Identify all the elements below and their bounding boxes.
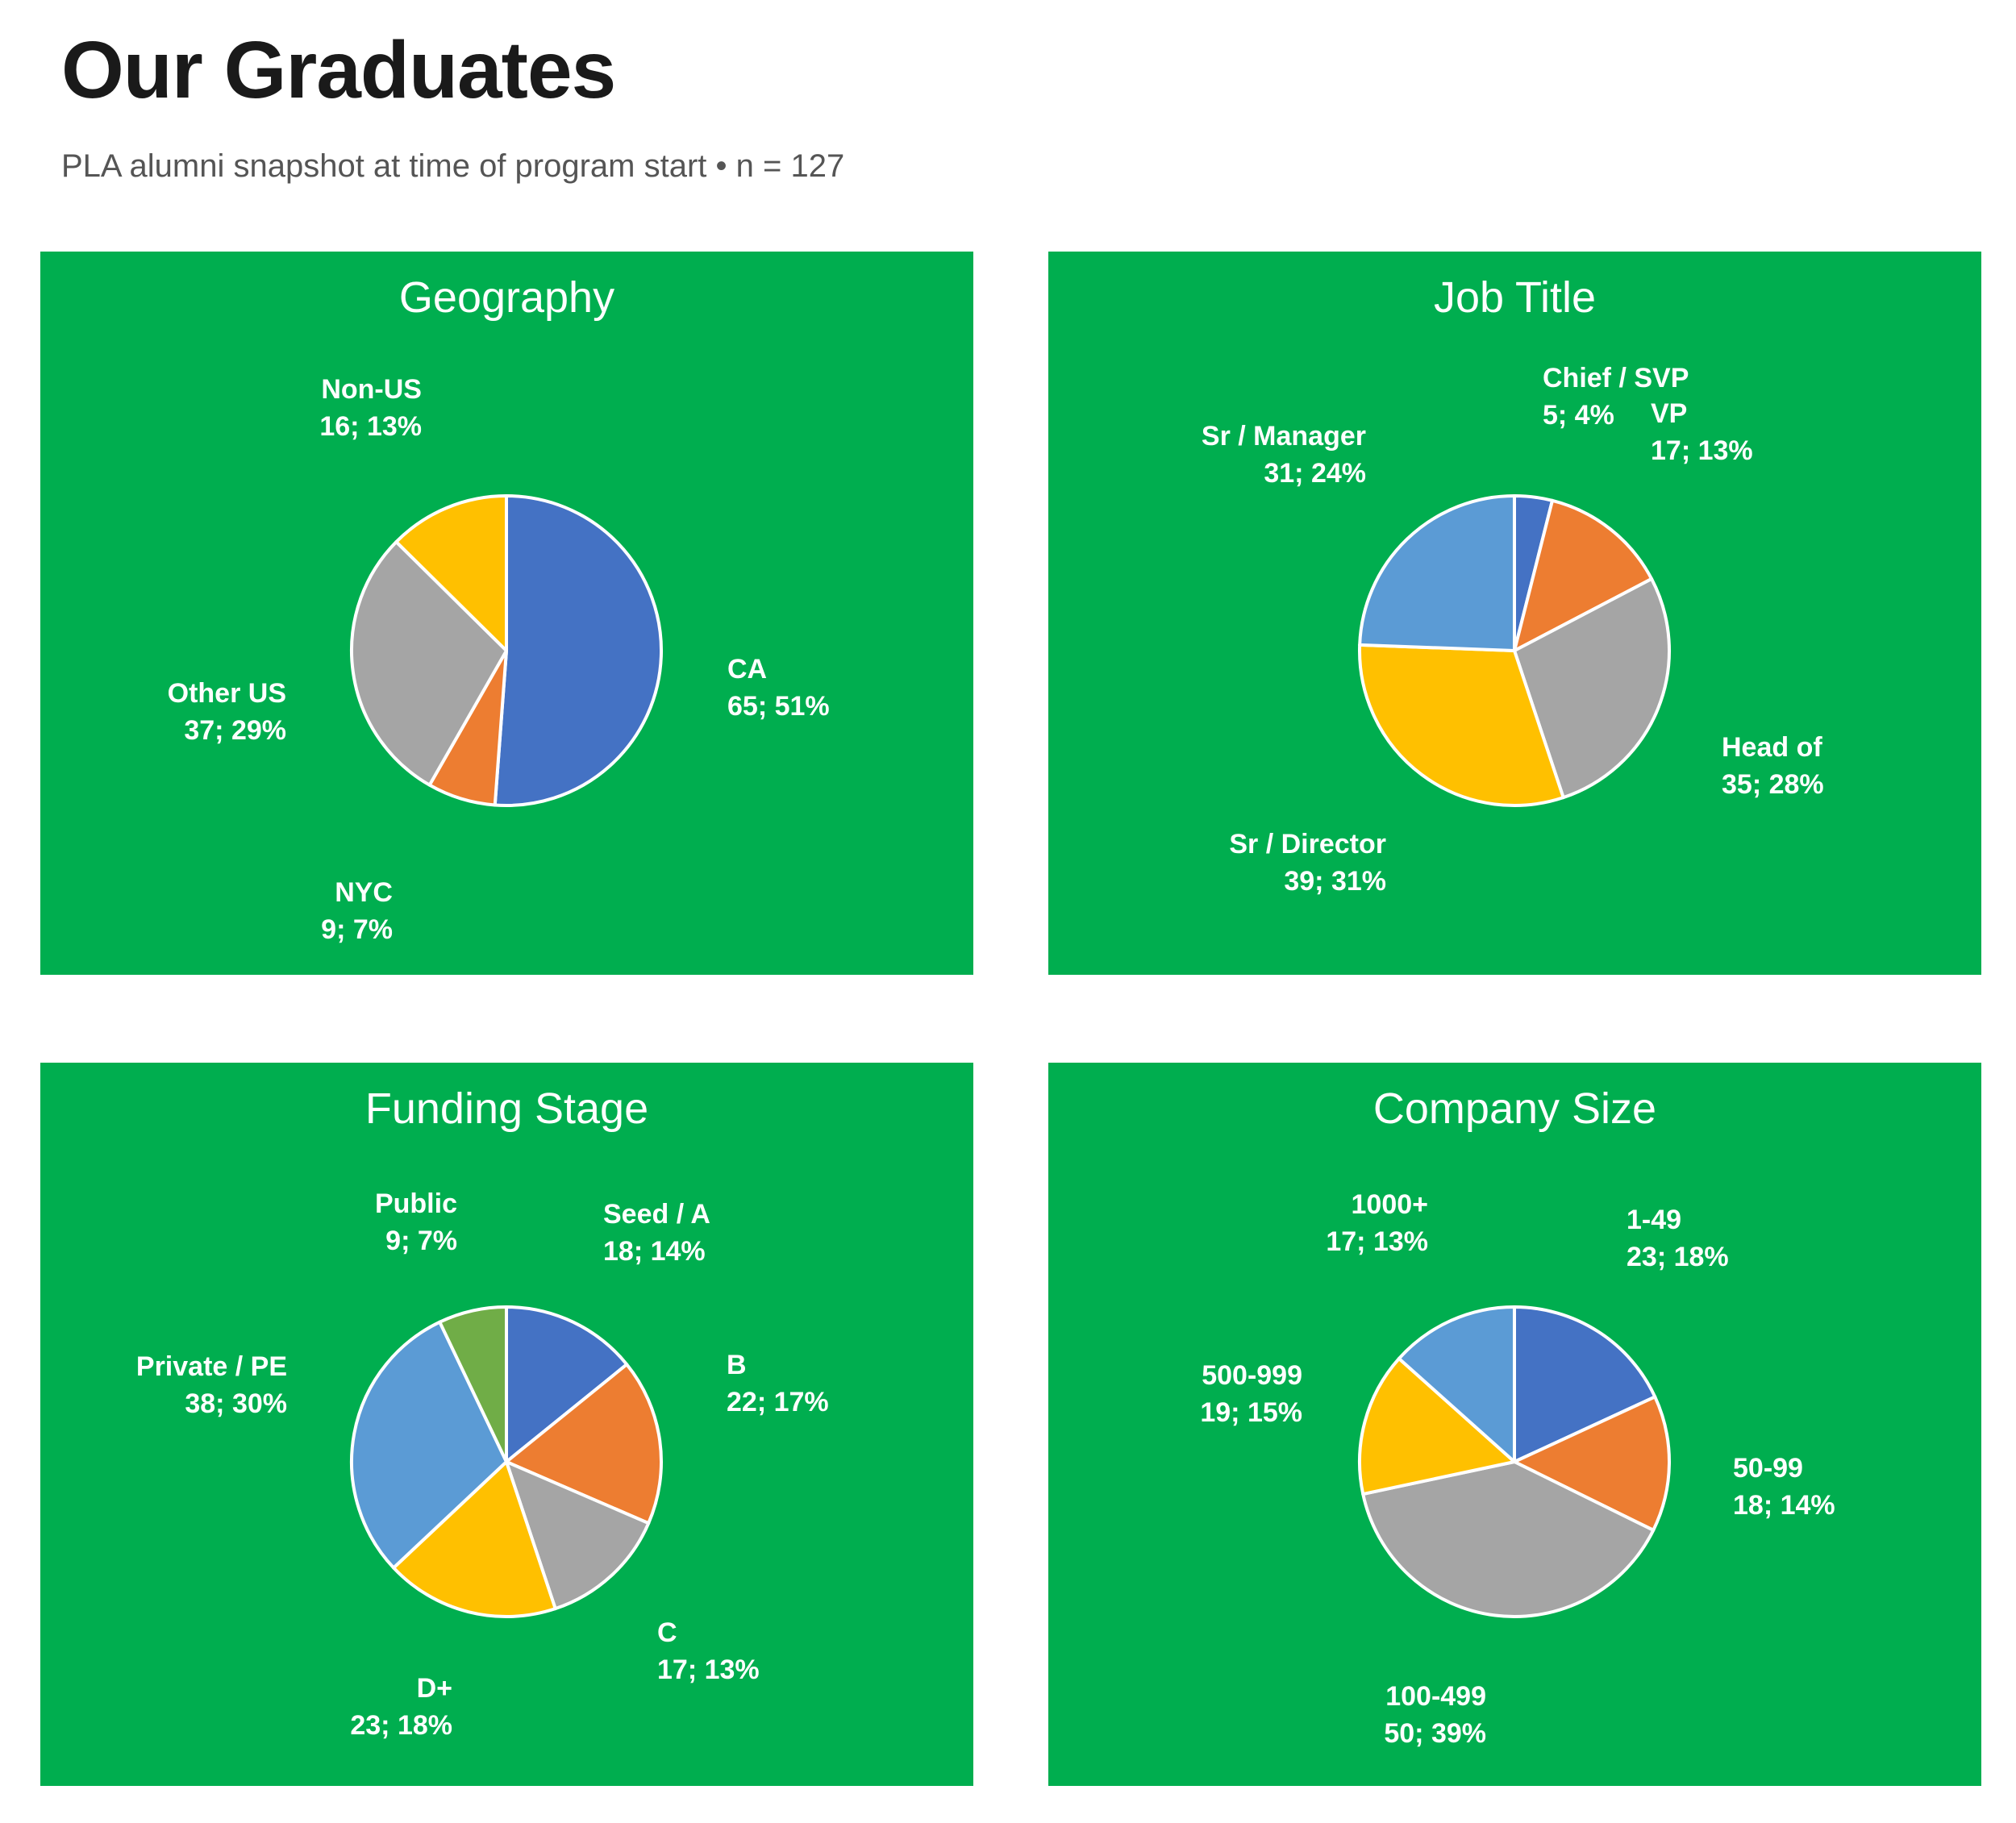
data-label-non-us: Non-US 16; 13% xyxy=(319,371,422,445)
data-label-nyc: NYC 9; 7% xyxy=(321,874,393,948)
data-label-1-49: 1-49 23; 18% xyxy=(1627,1201,1729,1276)
slice-value: 17; 13% xyxy=(1651,435,1753,466)
slice-name: 1000+ xyxy=(1351,1189,1429,1220)
slice-value: 16; 13% xyxy=(319,411,422,442)
company-size-chart-panel: Company Size 1-49 23; 18% 50-99 18; 14% 100-… xyxy=(1048,1063,1981,1786)
data-label-500-999: 500-999 19; 15% xyxy=(1200,1357,1302,1431)
data-label-other-us: Other US 37; 29% xyxy=(168,675,286,749)
data-label-sr-director: Sr / Director 39; 31% xyxy=(1229,826,1386,900)
slice-name: 1-49 xyxy=(1627,1205,1682,1235)
slice-name: 50-99 xyxy=(1733,1453,1803,1484)
slice-name: Private / PE xyxy=(135,1351,287,1382)
slice-name: Seed / A xyxy=(603,1199,710,1230)
funding-stage-pie-chart xyxy=(350,1305,663,1618)
pie-slice-public xyxy=(438,1305,508,1463)
slice-value: 31; 24% xyxy=(1264,458,1366,489)
slice-name: B xyxy=(727,1350,747,1380)
pie-slice-vp xyxy=(1513,498,1654,652)
slice-value: 37; 29% xyxy=(184,715,286,746)
pie-slice-other-us xyxy=(350,540,508,787)
slice-value: 35; 28% xyxy=(1722,769,1824,800)
slice-name: 100-499 xyxy=(1385,1681,1486,1712)
slice-value: 9; 7% xyxy=(385,1226,457,1256)
job-title-chart-panel: Job Title Chief / SVP 5; 4% VP 17; 13% Head … xyxy=(1048,252,1981,975)
slice-value: 23; 18% xyxy=(1627,1242,1729,1272)
job-title-pie-chart xyxy=(1358,494,1671,807)
funding-stage-chart-panel: Funding Stage Seed / A 18; 14% B 22; 17% C 17… xyxy=(40,1063,973,1786)
pie-slice-1-49 xyxy=(1513,1305,1657,1463)
slice-value: 18; 14% xyxy=(1733,1490,1835,1521)
data-label-chief-svp: Chief / SVP 5; 4% xyxy=(1543,360,1689,434)
pie-slice-sr-director xyxy=(1358,643,1565,807)
data-label-ca: CA 65; 51% xyxy=(727,651,830,725)
company-size-pie-chart xyxy=(1358,1305,1671,1618)
slice-value: 18; 14% xyxy=(603,1236,706,1267)
data-label-d: D+ 23; 18% xyxy=(350,1670,452,1744)
slice-value: 50; 39% xyxy=(1384,1718,1486,1749)
slice-name: Other US xyxy=(167,678,286,709)
slice-name: Head of xyxy=(1722,732,1822,763)
pie-slice-sr-manager xyxy=(1358,494,1516,652)
data-label-public: Public 9; 7% xyxy=(375,1185,457,1259)
data-label-sr-manager: Sr / Manager 31; 24% xyxy=(1202,418,1366,492)
slice-name: Sr / Director xyxy=(1229,829,1386,859)
slice-value: 39; 31% xyxy=(1284,866,1386,897)
pie-slice-non-us xyxy=(394,494,508,652)
pie-slice-b xyxy=(505,1363,663,1525)
geography-pie-chart xyxy=(350,494,663,807)
slice-name: 500-999 xyxy=(1202,1360,1302,1391)
slice-value: 65; 51% xyxy=(727,691,830,722)
slice-name: D+ xyxy=(416,1673,452,1704)
data-label-b: B 22; 17% xyxy=(727,1346,829,1421)
data-label-seed-a: Seed / A 18; 14% xyxy=(603,1196,710,1270)
slice-value: 17; 13% xyxy=(657,1654,760,1685)
slice-value: 22; 17% xyxy=(727,1387,829,1417)
pie-slice-seed-a xyxy=(505,1305,629,1463)
data-label-50-99: 50-99 18; 14% xyxy=(1733,1450,1835,1524)
chart-title: Geography xyxy=(398,273,615,322)
slice-name: Public xyxy=(374,1188,457,1219)
data-label-vp: VP 17; 13% xyxy=(1651,395,1753,469)
slice-name: Chief / SVP xyxy=(1543,363,1689,393)
data-label-private-pe: Private / PE 38; 30% xyxy=(136,1348,287,1422)
slice-name: NYC xyxy=(335,877,393,908)
data-label-100-499: 100-499 50; 39% xyxy=(1384,1678,1486,1752)
pie-slice-d xyxy=(392,1460,557,1618)
slice-value: 9; 7% xyxy=(321,914,393,945)
data-label-c: C 17; 13% xyxy=(657,1614,760,1688)
pie-slice-500-999 xyxy=(1358,1357,1516,1496)
pie-slice-ca xyxy=(493,494,663,807)
page-subtitle: PLA alumni snapshot at time of program s… xyxy=(61,148,845,184)
geography-chart-panel: Geography CA 65; 51% NYC 9; 7% Other US 37; 2… xyxy=(40,252,973,975)
chart-title: Funding Stage xyxy=(364,1084,649,1133)
pie-slice-c xyxy=(505,1460,651,1611)
chart-title: Job Title xyxy=(1433,273,1597,322)
slice-name: C xyxy=(657,1617,677,1648)
page-title: Our Graduates xyxy=(61,25,616,115)
slice-value: 19; 15% xyxy=(1200,1397,1302,1428)
pie-slice-100-499 xyxy=(1361,1460,1656,1618)
slice-value: 23; 18% xyxy=(350,1710,452,1741)
slice-name: Non-US xyxy=(321,374,422,405)
slice-value: 17; 13% xyxy=(1326,1226,1428,1257)
pie-slice-head-of xyxy=(1513,576,1671,800)
slice-value: 5; 4% xyxy=(1543,400,1614,431)
data-label-head-of: Head of 35; 28% xyxy=(1722,729,1824,803)
slice-name: VP xyxy=(1651,398,1688,429)
slice-name: Sr / Manager xyxy=(1201,421,1366,452)
pie-slice-50-99 xyxy=(1513,1395,1671,1532)
data-label-1000: 1000+ 17; 13% xyxy=(1326,1186,1428,1260)
slice-value: 38; 30% xyxy=(185,1388,287,1419)
slice-name: CA xyxy=(727,654,768,685)
pie-slice-1000 xyxy=(1397,1305,1516,1463)
chart-title: Company Size xyxy=(1372,1084,1657,1133)
